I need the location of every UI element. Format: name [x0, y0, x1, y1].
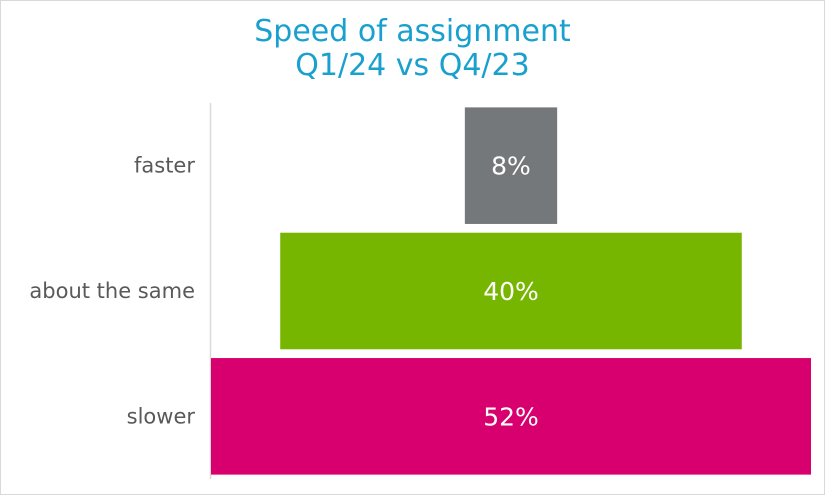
- chart-subtitle: Q1/24 vs Q4/23: [295, 48, 530, 83]
- labels-group: 8% faster 40% about the same 52% slower: [29, 152, 538, 432]
- data-label-faster: 8%: [491, 152, 531, 181]
- chart-title: Speed of assignment: [254, 14, 571, 49]
- bar-about-the-same: [280, 232, 742, 350]
- data-label-slower: 52%: [483, 402, 539, 431]
- category-label-faster: faster: [134, 154, 195, 178]
- category-label-slower: slower: [127, 404, 196, 428]
- bar-slower: [211, 358, 811, 475]
- bars-group: [211, 107, 811, 475]
- category-label-about-the-same: about the same: [29, 279, 195, 303]
- bar-faster: [464, 107, 558, 224]
- data-label-about-the-same: 40%: [483, 277, 539, 306]
- chart-title-block: Speed of assignment Q1/24 vs Q4/23: [1, 15, 824, 83]
